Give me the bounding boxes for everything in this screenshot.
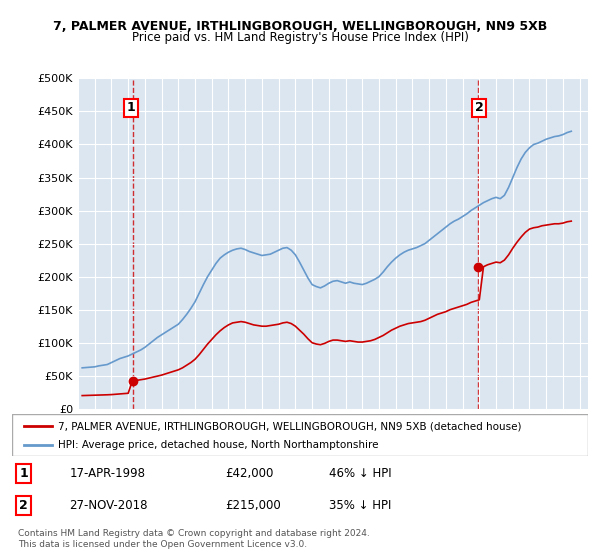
- Text: 1: 1: [19, 467, 28, 480]
- Text: HPI: Average price, detached house, North Northamptonshire: HPI: Average price, detached house, Nort…: [58, 440, 379, 450]
- Text: 2: 2: [19, 499, 28, 512]
- Text: 1: 1: [127, 101, 135, 114]
- Text: Contains HM Land Registry data © Crown copyright and database right 2024.
This d: Contains HM Land Registry data © Crown c…: [18, 529, 370, 549]
- Text: 46% ↓ HPI: 46% ↓ HPI: [329, 467, 391, 480]
- Text: 35% ↓ HPI: 35% ↓ HPI: [329, 499, 391, 512]
- Text: £215,000: £215,000: [225, 499, 281, 512]
- Text: 7, PALMER AVENUE, IRTHLINGBOROUGH, WELLINGBOROUGH, NN9 5XB (detached house): 7, PALMER AVENUE, IRTHLINGBOROUGH, WELLI…: [58, 421, 521, 431]
- Text: 2: 2: [475, 101, 484, 114]
- Text: 27-NOV-2018: 27-NOV-2018: [70, 499, 148, 512]
- Text: Price paid vs. HM Land Registry's House Price Index (HPI): Price paid vs. HM Land Registry's House …: [131, 31, 469, 44]
- Text: 17-APR-1998: 17-APR-1998: [70, 467, 146, 480]
- FancyBboxPatch shape: [12, 414, 588, 456]
- Text: £42,000: £42,000: [225, 467, 274, 480]
- Text: 7, PALMER AVENUE, IRTHLINGBOROUGH, WELLINGBOROUGH, NN9 5XB: 7, PALMER AVENUE, IRTHLINGBOROUGH, WELLI…: [53, 20, 547, 32]
